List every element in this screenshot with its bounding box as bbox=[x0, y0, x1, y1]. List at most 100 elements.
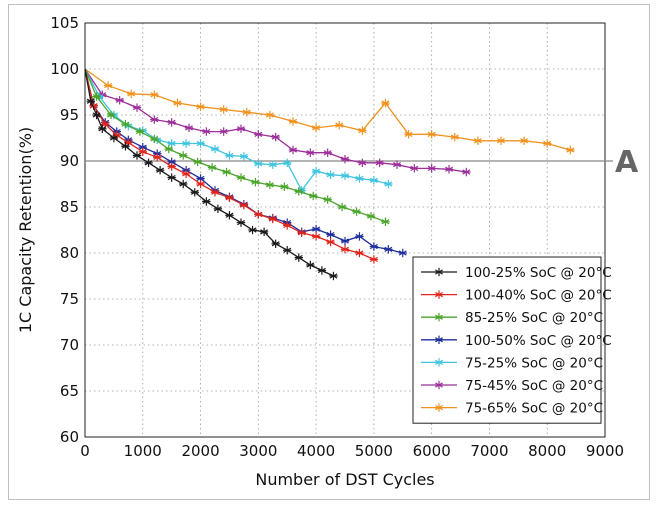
data-point bbox=[254, 130, 263, 139]
data-point bbox=[340, 154, 350, 164]
y-tick-label: 80 bbox=[60, 244, 79, 262]
x-tick-label: 9000 bbox=[586, 442, 624, 460]
data-point bbox=[219, 127, 228, 136]
data-point bbox=[138, 147, 147, 156]
data-point bbox=[184, 123, 194, 133]
data-point bbox=[283, 221, 292, 230]
chart-frame: A 0 1000 2000 3000 4000 5000 6000 7000 8000 9000 … bbox=[8, 4, 650, 500]
data-point bbox=[181, 139, 191, 148]
data-point bbox=[519, 136, 529, 145]
data-point bbox=[427, 130, 436, 139]
data-point bbox=[288, 145, 298, 155]
data-point bbox=[566, 145, 575, 155]
data-point bbox=[366, 212, 376, 221]
data-point bbox=[434, 380, 444, 390]
x-tick-label: 8000 bbox=[528, 442, 566, 460]
x-tick-label: 3000 bbox=[239, 442, 277, 460]
y-tick-label: 95 bbox=[60, 106, 79, 124]
data-point bbox=[317, 266, 327, 275]
data-point bbox=[297, 228, 306, 237]
data-point bbox=[236, 173, 246, 182]
data-point bbox=[135, 127, 145, 136]
data-point bbox=[434, 313, 444, 322]
legend-label: 100-25% SoC @ 20°C bbox=[465, 265, 612, 281]
data-point bbox=[398, 248, 407, 258]
data-point bbox=[294, 187, 303, 196]
data-point bbox=[369, 255, 379, 264]
data-point bbox=[283, 158, 292, 168]
data-point bbox=[207, 163, 217, 172]
series-line bbox=[84, 68, 467, 173]
data-point bbox=[375, 158, 384, 168]
data-point bbox=[294, 253, 303, 262]
data-point bbox=[92, 110, 101, 120]
data-point bbox=[323, 148, 332, 157]
data-point bbox=[144, 158, 153, 168]
data-point bbox=[210, 188, 220, 197]
data-point bbox=[311, 123, 321, 133]
data-point bbox=[384, 179, 393, 189]
data-point bbox=[392, 160, 402, 169]
y-tick-label: 90 bbox=[60, 152, 79, 170]
y-tick-label: 75 bbox=[60, 290, 79, 308]
data-point bbox=[329, 271, 338, 281]
x-tick-label: 5000 bbox=[355, 442, 393, 460]
data-point bbox=[164, 144, 173, 154]
data-point bbox=[309, 191, 318, 201]
data-point bbox=[193, 157, 202, 167]
series-group bbox=[84, 68, 575, 281]
data-point bbox=[86, 97, 95, 106]
legend-entry: 100-40% SoC @ 20°C bbox=[421, 288, 612, 304]
y-tick-labels: 60 65 70 75 80 85 90 95 100 105 bbox=[50, 14, 79, 446]
data-point bbox=[340, 245, 350, 254]
x-tick-label: 7000 bbox=[470, 442, 508, 460]
data-point bbox=[280, 182, 289, 191]
data-point bbox=[326, 230, 335, 239]
y-tick-label: 65 bbox=[60, 382, 79, 400]
data-point bbox=[355, 248, 364, 258]
data-point bbox=[369, 176, 379, 185]
data-point bbox=[251, 177, 260, 187]
data-point bbox=[106, 110, 116, 120]
x-tick-label: 6000 bbox=[413, 442, 451, 460]
data-point bbox=[254, 210, 263, 219]
data-point bbox=[473, 136, 483, 145]
data-point bbox=[167, 173, 176, 182]
data-point bbox=[543, 139, 552, 148]
series-6 bbox=[84, 68, 575, 155]
series-line bbox=[84, 68, 375, 260]
y-tick-label: 70 bbox=[60, 336, 79, 354]
grid-lines bbox=[85, 23, 605, 437]
data-point bbox=[179, 179, 188, 189]
data-point bbox=[462, 167, 471, 177]
data-point bbox=[127, 89, 136, 99]
x-tick-label: 1000 bbox=[124, 442, 162, 460]
legend-label: 100-40% SoC @ 20°C bbox=[465, 288, 612, 304]
series-1 bbox=[84, 68, 379, 264]
series-2 bbox=[84, 68, 390, 226]
legend-entry: 75-65% SoC @ 20°C bbox=[421, 401, 603, 417]
y-tick-label: 60 bbox=[60, 428, 79, 446]
data-point bbox=[121, 142, 130, 151]
reference-line-label: A bbox=[615, 145, 639, 180]
plot-border bbox=[84, 22, 606, 438]
data-point bbox=[239, 152, 249, 161]
data-point bbox=[259, 227, 269, 237]
legend-label: 75-65% SoC @ 20°C bbox=[465, 401, 603, 417]
data-point bbox=[355, 232, 364, 241]
data-point bbox=[427, 164, 436, 173]
legend: 100-25% SoC @ 20°C 100-40% SoC @ 20°C 85-2… bbox=[412, 256, 612, 424]
data-point bbox=[202, 127, 211, 136]
data-point bbox=[196, 179, 205, 189]
data-point bbox=[225, 211, 234, 220]
data-point bbox=[179, 151, 188, 160]
data-point bbox=[150, 115, 159, 124]
data-point bbox=[173, 98, 182, 108]
data-point bbox=[242, 108, 251, 117]
data-point bbox=[190, 188, 199, 197]
data-point bbox=[155, 166, 165, 175]
data-point bbox=[358, 158, 367, 168]
data-point bbox=[358, 126, 367, 135]
data-point bbox=[236, 218, 246, 227]
data-point bbox=[434, 267, 444, 277]
